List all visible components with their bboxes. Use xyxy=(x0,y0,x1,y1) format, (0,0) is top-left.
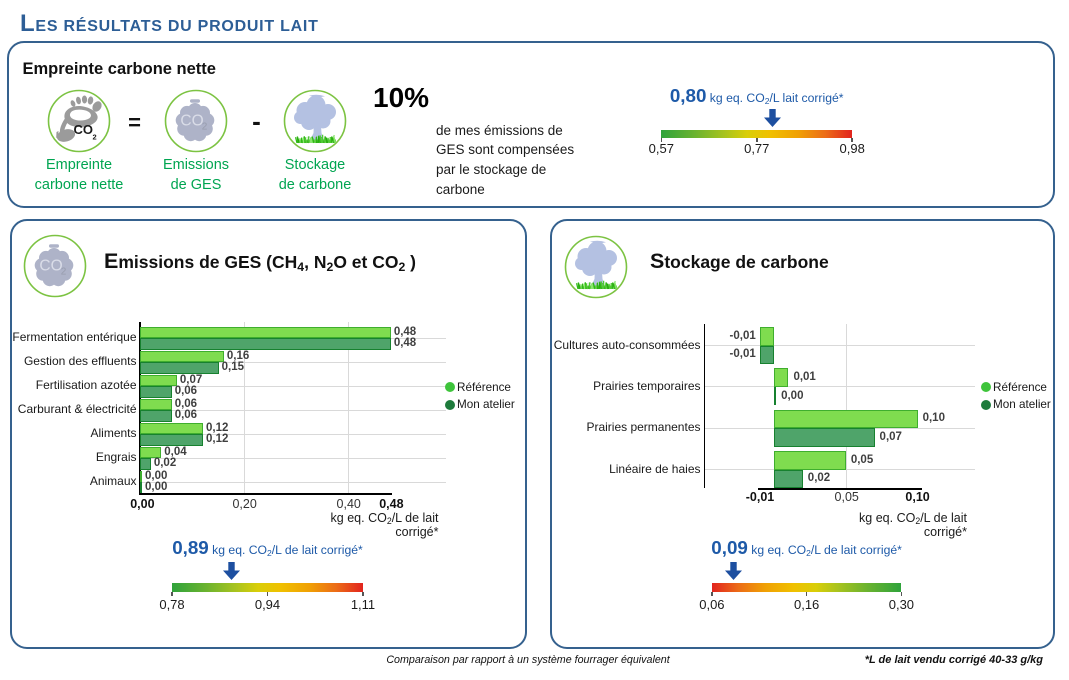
svg-text:CO: CO xyxy=(180,112,203,129)
svg-text:2: 2 xyxy=(202,122,208,133)
svg-text:2: 2 xyxy=(93,133,97,142)
svg-text:CO: CO xyxy=(74,122,94,137)
svg-text:2: 2 xyxy=(60,267,66,278)
svg-text:CO: CO xyxy=(39,257,62,274)
